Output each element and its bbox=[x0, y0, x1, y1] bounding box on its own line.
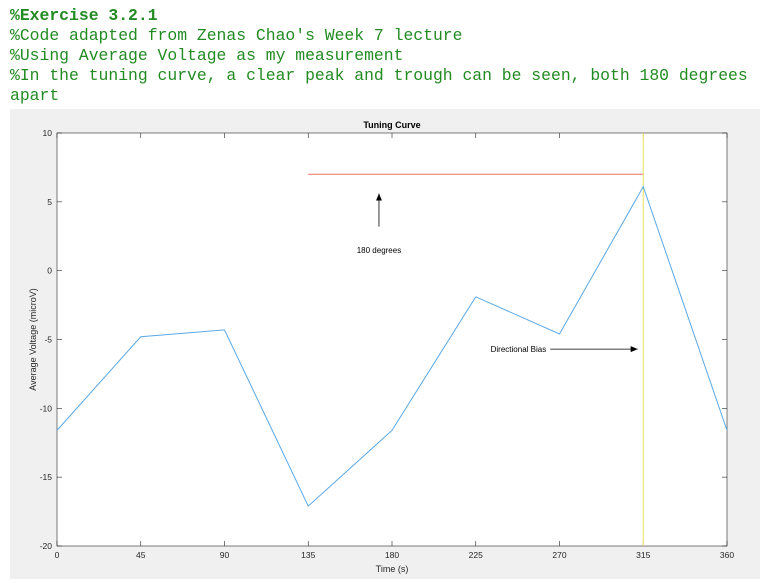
y-tick-label: 0 bbox=[47, 266, 52, 276]
x-tick-label: 45 bbox=[136, 550, 146, 560]
plot-area bbox=[56, 132, 728, 547]
y-tick-label: -15 bbox=[40, 472, 53, 482]
y-tick-label: 10 bbox=[43, 128, 53, 138]
y-tick-label: -10 bbox=[40, 403, 53, 413]
x-tick-label: 90 bbox=[220, 550, 230, 560]
x-tick-label: 135 bbox=[301, 550, 315, 560]
comment-line-2: %Using Average Voltage as my measurement bbox=[10, 46, 404, 65]
x-tick-label: 270 bbox=[552, 550, 566, 560]
annotation-label: 180 degrees bbox=[357, 246, 401, 255]
y-tick-label: -5 bbox=[44, 335, 52, 345]
annotation-label: Directional Bias bbox=[491, 345, 547, 354]
y-tick-label: -20 bbox=[40, 541, 53, 551]
chart-title: Tuning Curve bbox=[363, 120, 420, 130]
tuning-curve-chart: 0 45 90 135 180 225 270 315 360 -20 -15 -10 -5 0 5 10 18… bbox=[28, 120, 734, 574]
x-axis-label: Time (s) bbox=[376, 564, 409, 574]
code-comment-block: %Exercise 3.2.1 %Code adapted from Zenas… bbox=[10, 6, 760, 106]
x-tick-label: 0 bbox=[55, 550, 60, 560]
x-tick-label: 225 bbox=[469, 550, 483, 560]
x-tick-label: 315 bbox=[636, 550, 650, 560]
comment-line-1: %Code adapted from Zenas Chao's Week 7 l… bbox=[10, 26, 463, 45]
comment-line-3: %In the tuning curve, a clear peak and t… bbox=[10, 66, 758, 105]
y-tick-label: 5 bbox=[47, 197, 52, 207]
x-tick-label: 360 bbox=[720, 550, 734, 560]
exercise-heading: %Exercise 3.2.1 bbox=[10, 6, 158, 25]
y-axis-label: Average Voltage (microV) bbox=[28, 288, 38, 390]
x-tick-label: 180 bbox=[385, 550, 399, 560]
figure-panel: 0 45 90 135 180 225 270 315 360 -20 -15 -10 -5 0 5 10 18… bbox=[10, 109, 760, 579]
